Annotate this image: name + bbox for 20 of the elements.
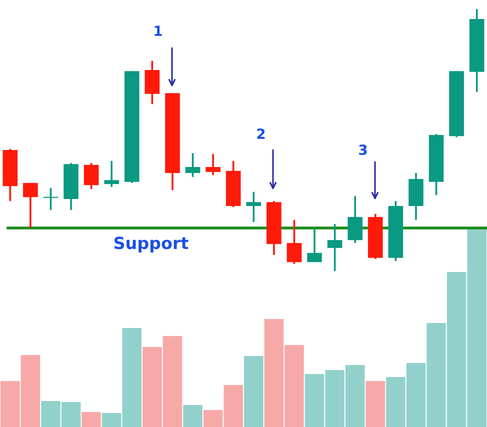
bar	[183, 405, 202, 427]
candlestick	[185, 152, 200, 178]
candlestick	[84, 162, 99, 190]
candlestick	[246, 190, 262, 223]
bar	[244, 356, 264, 427]
annotation: 1	[154, 26, 162, 36]
candlestick	[104, 160, 120, 188]
bar	[366, 381, 386, 427]
bar	[82, 412, 101, 427]
candlestick	[43, 187, 58, 211]
candlestick	[23, 182, 38, 229]
candlestick	[206, 152, 220, 176]
candlestick	[307, 227, 322, 263]
annotation: 3	[359, 144, 367, 156]
candlestick	[327, 223, 342, 271]
candlestick	[144, 60, 160, 106]
candlestick	[348, 195, 363, 244]
candlestick	[286, 219, 302, 265]
ref-line-label: Support	[114, 236, 188, 252]
annotation: 2	[257, 128, 265, 139]
